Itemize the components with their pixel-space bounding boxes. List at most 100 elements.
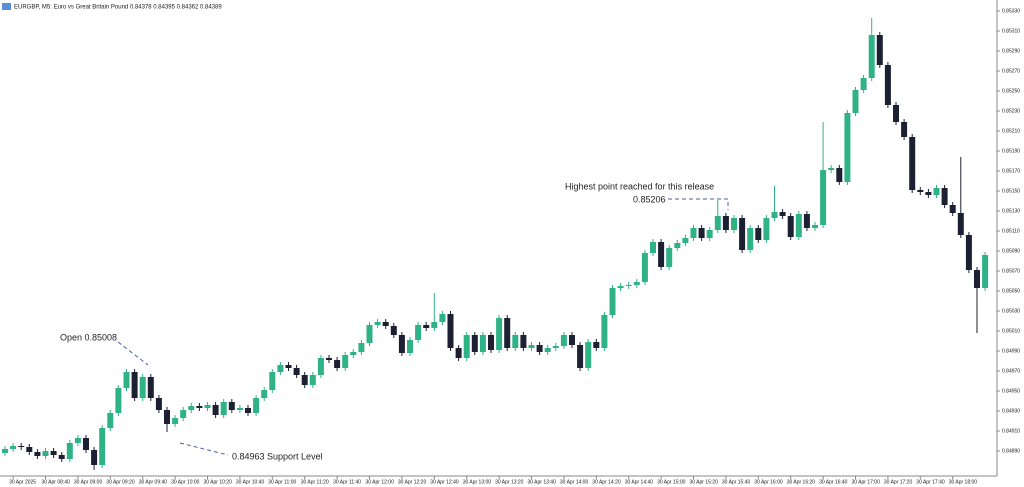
candle-body [471,335,478,352]
y-tick-label: 0.84930 [1002,408,1020,414]
x-tick-label: 30 Apr 17:00 [852,479,881,485]
candle-body [253,398,260,413]
x-tick-label: 30 Apr 17:20 [884,479,913,485]
candle-body [812,225,818,228]
candle-body [293,368,300,375]
candle-body [26,447,33,452]
candle-body [682,238,689,243]
candle-body [342,355,349,368]
candle-body [415,325,422,340]
candle-body [188,406,195,410]
y-tick-label: 0.85010 [1002,328,1020,334]
candle-body [860,78,867,90]
x-tick-label: 30 Apr 14:20 [592,479,621,485]
candle-body [714,216,721,230]
candle-body [204,405,211,408]
y-tick-label: 0.84910 [1002,428,1020,434]
candle-body [50,451,57,455]
candle-body [577,345,584,368]
candle-body [423,325,430,328]
candle-body [407,340,413,353]
x-tick-label: 30 Apr 12:40 [430,479,459,485]
candle-body [868,35,875,78]
candle-body [301,375,308,385]
x-tick-label: 30 Apr 2025 [9,479,36,485]
x-tick-label: 30 Apr 15:20 [690,479,719,485]
candle-body [674,243,681,248]
x-tick-label: 30 Apr 15:00 [657,479,686,485]
candle-body [488,335,494,350]
candle-body [317,358,324,375]
x-tick-label: 30 Apr 09:40 [139,479,168,485]
candle-body [633,282,640,285]
candle-body [512,335,519,348]
annotation: 0.84963 Support Level [232,451,323,461]
y-tick-label: 0.85070 [1002,268,1020,274]
y-tick-label: 0.84890 [1002,448,1020,454]
candle-body [965,235,972,270]
candle-body [131,372,138,398]
candle-body [779,212,786,216]
y-tick-label: 0.85290 [1002,48,1020,54]
candle-body [58,455,65,459]
y-tick-label: 0.85030 [1002,308,1020,314]
candle-body [390,326,397,335]
candle-body [544,348,551,352]
candle-body [309,375,316,385]
candle-body [285,365,292,368]
y-tick-label: 0.85170 [1002,168,1020,174]
annotation-line [179,442,229,456]
candle-body [34,452,41,456]
candle-body [123,372,130,388]
candle-body [739,218,746,250]
y-tick-label: 0.85310 [1002,28,1020,34]
candle-body [909,137,916,190]
x-tick-label: 30 Apr 16:40 [819,479,848,485]
candle-body [155,398,162,410]
candle-body [901,122,908,137]
candle-body [771,212,778,218]
candle-body [358,343,365,352]
candle-body [245,408,251,413]
candle-body [431,322,438,328]
symbol-icon [2,3,11,10]
candle-body [884,65,891,105]
candle-body [787,216,794,237]
candle-body [455,348,462,358]
x-tick-label: 30 Apr 14:40 [625,479,654,485]
candle-body [820,170,827,225]
candle-body [747,228,754,250]
candle-body [91,450,98,465]
candle-body [366,325,373,343]
x-tick-label: 30 Apr 09:00 [74,479,103,485]
y-tick-label: 0.85250 [1002,88,1020,94]
candle-body [641,253,648,282]
candle-body [974,270,980,288]
candle-body [374,322,381,325]
candle-body [585,342,592,368]
candle-body [893,105,899,122]
x-tick-label: 30 Apr 08:40 [42,479,71,485]
candle-body [925,192,932,195]
y-tick-label: 0.85210 [1002,128,1020,134]
candle-body [844,113,851,182]
x-tick-label: 30 Apr 14:00 [560,479,589,485]
candle-body [803,214,810,228]
candle-body [560,335,567,346]
candle-body [164,410,170,424]
candle-body [18,446,25,447]
candle-body [139,377,146,398]
candle-body [277,365,284,372]
candle-body [666,248,673,267]
x-tick-label: 30 Apr 12:00 [366,479,395,485]
y-tick-label: 0.85330 [1002,8,1020,14]
x-tick-label: 30 Apr 10:20 [204,479,233,485]
x-tick-label: 30 Apr 12:20 [398,479,427,485]
x-tick-label: 30 Apr 16:00 [754,479,783,485]
candle-body [398,335,405,353]
candle-body [74,438,81,443]
candle-body [504,318,511,348]
candle-body [10,446,17,449]
x-tick-label: 30 Apr 17:40 [916,479,945,485]
